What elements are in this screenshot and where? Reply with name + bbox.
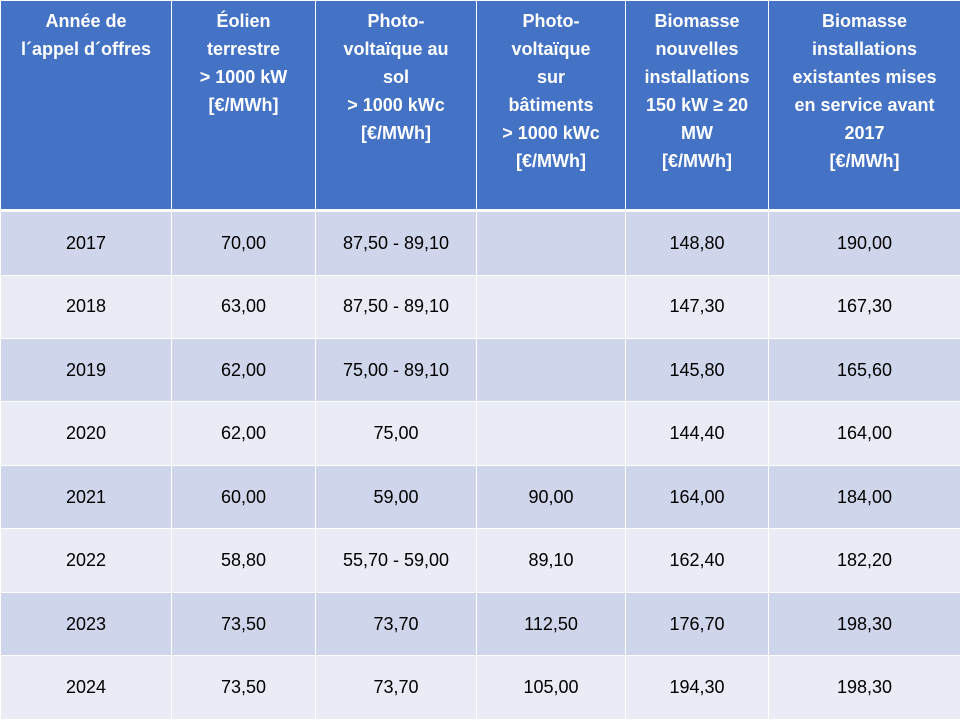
cell-onshore-wind: 70,00 xyxy=(171,210,316,276)
table-row: 2024 73,50 73,70 105,00 194,30 198,30 xyxy=(0,655,960,720)
cell-biomass-existing: 198,30 xyxy=(768,591,960,657)
cell-year: 2023 xyxy=(0,591,172,657)
header-year: Année de l´appel d´offres xyxy=(0,0,172,212)
cell-year: 2019 xyxy=(0,337,172,403)
cell-onshore-wind: 58,80 xyxy=(171,528,316,593)
cell-biomass-existing: 165,60 xyxy=(768,337,960,403)
cell-pv-buildings xyxy=(476,401,626,466)
header-pv-buildings: Photo- voltaïque sur bâtiments > 1000 kW… xyxy=(476,0,626,212)
cell-pv-ground: 87,50 - 89,10 xyxy=(315,210,477,276)
table-row: 2020 62,00 75,00 144,40 164,00 xyxy=(0,401,960,466)
table-row: 2018 63,00 87,50 - 89,10 147,30 167,30 xyxy=(0,274,960,339)
cell-pv-ground: 87,50 - 89,10 xyxy=(315,274,477,339)
table-row: 2022 58,80 55,70 - 59,00 89,10 162,40 182,20 xyxy=(0,528,960,593)
cell-onshore-wind: 73,50 xyxy=(171,591,316,657)
cell-biomass-existing: 184,00 xyxy=(768,464,960,530)
cell-biomass-new: 194,30 xyxy=(625,655,769,720)
cell-onshore-wind: 62,00 xyxy=(171,337,316,403)
cell-pv-buildings: 105,00 xyxy=(476,655,626,720)
cell-year: 2024 xyxy=(0,655,172,720)
cell-biomass-existing: 164,00 xyxy=(768,401,960,466)
table-row: 2017 70,00 87,50 - 89,10 148,80 190,00 xyxy=(0,210,960,276)
cell-pv-ground: 73,70 xyxy=(315,591,477,657)
cell-year: 2021 xyxy=(0,464,172,530)
cell-pv-ground: 55,70 - 59,00 xyxy=(315,528,477,593)
cell-biomass-existing: 190,00 xyxy=(768,210,960,276)
table-row: 2021 60,00 59,00 90,00 164,00 184,00 xyxy=(0,464,960,530)
header-pv-ground: Photo- voltaïque au sol > 1000 kWc [€/MW… xyxy=(315,0,477,212)
cell-onshore-wind: 62,00 xyxy=(171,401,316,466)
cell-pv-ground: 75,00 xyxy=(315,401,477,466)
cell-year: 2018 xyxy=(0,274,172,339)
cell-biomass-new: 147,30 xyxy=(625,274,769,339)
cell-biomass-new: 162,40 xyxy=(625,528,769,593)
cell-pv-buildings xyxy=(476,274,626,339)
cell-pv-buildings: 90,00 xyxy=(476,464,626,530)
table-row: 2023 73,50 73,70 112,50 176,70 198,30 xyxy=(0,591,960,657)
header-row: Année de l´appel d´offres Éolien terrest… xyxy=(0,0,960,212)
cell-pv-buildings xyxy=(476,337,626,403)
cell-pv-buildings xyxy=(476,210,626,276)
cell-onshore-wind: 63,00 xyxy=(171,274,316,339)
cell-biomass-new: 145,80 xyxy=(625,337,769,403)
cell-biomass-existing: 182,20 xyxy=(768,528,960,593)
cell-biomass-new: 144,40 xyxy=(625,401,769,466)
cell-biomass-existing: 198,30 xyxy=(768,655,960,720)
header-onshore-wind: Éolien terrestre > 1000 kW [€/MWh] xyxy=(171,0,316,212)
header-biomass-new: Biomasse nouvelles installations 150 kW … xyxy=(625,0,769,212)
header-biomass-existing: Biomasse installations existantes mises … xyxy=(768,0,960,212)
cell-biomass-new: 164,00 xyxy=(625,464,769,530)
cell-onshore-wind: 73,50 xyxy=(171,655,316,720)
cell-pv-ground: 75,00 - 89,10 xyxy=(315,337,477,403)
cell-onshore-wind: 60,00 xyxy=(171,464,316,530)
cell-pv-ground: 73,70 xyxy=(315,655,477,720)
table-row: 2019 62,00 75,00 - 89,10 145,80 165,60 xyxy=(0,337,960,403)
cell-pv-buildings: 89,10 xyxy=(476,528,626,593)
cell-pv-buildings: 112,50 xyxy=(476,591,626,657)
cell-year: 2017 xyxy=(0,210,172,276)
cell-year: 2022 xyxy=(0,528,172,593)
cell-biomass-existing: 167,30 xyxy=(768,274,960,339)
cell-year: 2020 xyxy=(0,401,172,466)
cell-pv-ground: 59,00 xyxy=(315,464,477,530)
cell-biomass-new: 176,70 xyxy=(625,591,769,657)
cell-biomass-new: 148,80 xyxy=(625,210,769,276)
